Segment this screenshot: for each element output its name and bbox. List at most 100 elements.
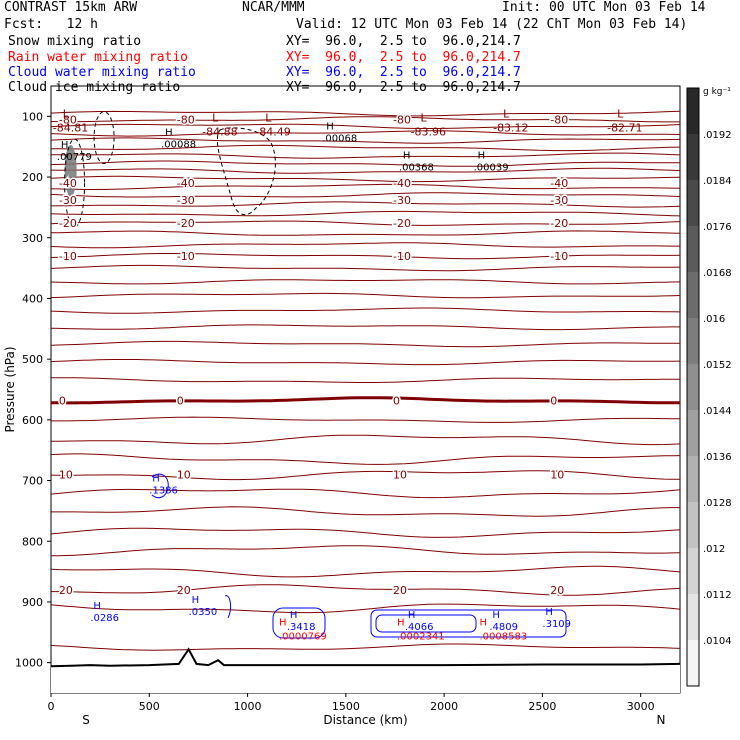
snow-high-value: .00068: [322, 134, 357, 145]
isotherm-label: 0: [59, 394, 66, 407]
snow-high-marker: H: [165, 128, 173, 139]
low-value: -84.49: [255, 125, 290, 138]
cloud-water-contour: [272, 607, 326, 639]
isotherm-label: -10: [177, 250, 195, 263]
y-tick-label: 600: [22, 414, 43, 427]
isotherm: [50, 253, 681, 260]
isotherm: [50, 292, 681, 299]
cloud-water-high-value: .3109: [542, 619, 571, 630]
x-tick-label: 0: [48, 700, 55, 713]
y-tick-label: 800: [22, 535, 43, 548]
forecast-hour: Fcst: 12 h: [4, 17, 98, 32]
low-value: -84.88: [202, 125, 237, 138]
isotherm: [50, 488, 681, 499]
cloud-water-high-value: .3418: [287, 622, 316, 633]
low-marker: L: [617, 108, 624, 121]
colorbar-segment: [687, 272, 699, 319]
isotherm: [50, 453, 681, 465]
low-value: -83.12: [493, 122, 528, 135]
isotherm: [50, 565, 681, 578]
cloud-water-high-marker: H: [545, 607, 553, 618]
isotherm-label: -20: [59, 217, 77, 230]
isotherm: [50, 279, 681, 285]
snow-high-value: .00779: [57, 152, 92, 163]
colorbar-tick-label: .0168: [703, 268, 732, 279]
isotherm: [50, 116, 680, 123]
cloud-ice-contour: [216, 127, 276, 216]
isotherm: [50, 220, 681, 226]
low-marker: L: [212, 111, 219, 124]
colorbar-segment: [687, 548, 699, 595]
field-name-cloud-water: Cloud water mixing ratio: [8, 65, 196, 80]
cloud-water-high-marker: H: [290, 610, 298, 621]
cloud-water-high-value: .0350: [189, 607, 218, 618]
isotherm: [51, 144, 681, 152]
snow-high-value: .00039: [474, 163, 509, 174]
field-name-rain: Rain water mixing ratio: [8, 50, 189, 65]
rain-high-marker: H: [397, 617, 405, 628]
colorbar-segment: [687, 456, 699, 503]
isotherm: [50, 643, 681, 651]
cloud-water-contour: [224, 595, 232, 619]
y-tick-label: 500: [22, 353, 43, 366]
isotherm: [50, 130, 681, 137]
rain-high-marker: H: [279, 617, 287, 628]
cloud-water-contour: [375, 614, 477, 633]
low-marker: L: [265, 111, 272, 124]
isotherm-label: -30: [393, 194, 411, 207]
low-value: -83.96: [411, 125, 446, 138]
isotherm: [50, 377, 680, 383]
colorbar-segment: [687, 594, 699, 641]
isotherm: [50, 359, 681, 366]
field-xy-cloud-ice: XY= 96.0, 2.5 to 96.0,214.7: [286, 80, 521, 95]
isotherm: [50, 242, 680, 249]
colorbar-segment: [687, 88, 699, 135]
isotherm: [50, 201, 681, 208]
isotherm: [50, 137, 681, 144]
isotherm-label: -40: [393, 177, 411, 190]
isotherm-label: 20: [393, 584, 407, 597]
colorbar-tick-label: .0112: [703, 590, 732, 601]
center-label: NCAR/MMM: [242, 0, 305, 15]
isotherm-label: -30: [177, 194, 195, 207]
isotherm-label: 10: [550, 468, 564, 481]
isotherm: [51, 584, 681, 596]
snow-high-value: .00088: [161, 140, 196, 151]
colorbar-tick-label: .0184: [703, 176, 732, 187]
isotherm-label: 0: [550, 394, 557, 407]
isotherm: [50, 603, 681, 614]
y-tick-label: 1000: [15, 657, 43, 670]
isotherm-label: 20: [59, 584, 73, 597]
field-xy-cloud-water: XY= 96.0, 2.5 to 96.0,214.7: [286, 65, 521, 80]
isotherm: [50, 340, 680, 348]
colorbar-segment: [687, 640, 699, 687]
y-axis-label: Pressure (hPa): [3, 346, 17, 432]
x-axis-label: Distance (km): [323, 713, 407, 727]
isotherm: [50, 527, 681, 538]
isotherm: [50, 230, 681, 236]
isotherm-zero: [50, 396, 680, 405]
isotherm-label: 0: [393, 394, 400, 407]
snow-high-marker: H: [403, 151, 411, 162]
isotherm-label: -80: [393, 113, 411, 126]
low-marker: L: [421, 111, 428, 124]
isotherm-label: -10: [393, 250, 411, 263]
valid-time: Valid: 12 UTC Mon 03 Feb 14 (22 ChT Mon …: [296, 17, 688, 32]
snow-high-marker: H: [478, 151, 486, 162]
low-marker: L: [503, 108, 510, 121]
colorbar-tick-label: .0176: [703, 222, 732, 233]
colorbar-segment: [687, 502, 699, 549]
rain-high-value: .0000769: [279, 631, 327, 642]
x-tick-label: 1000: [234, 700, 262, 713]
low-marker: L: [63, 108, 70, 121]
cloud-water-high-marker: H: [93, 601, 101, 612]
cloud-water-high-value: .0286: [90, 613, 119, 624]
cloud-water-contour: [370, 609, 567, 638]
rain-high-value: .0008583: [480, 631, 528, 642]
low-value: -82.71: [607, 122, 642, 135]
isotherm-group: [50, 110, 681, 651]
cloud-water-high-marker: H: [408, 610, 416, 621]
colorbar-frame: [686, 87, 700, 687]
rain-high-marker: H: [480, 617, 488, 628]
